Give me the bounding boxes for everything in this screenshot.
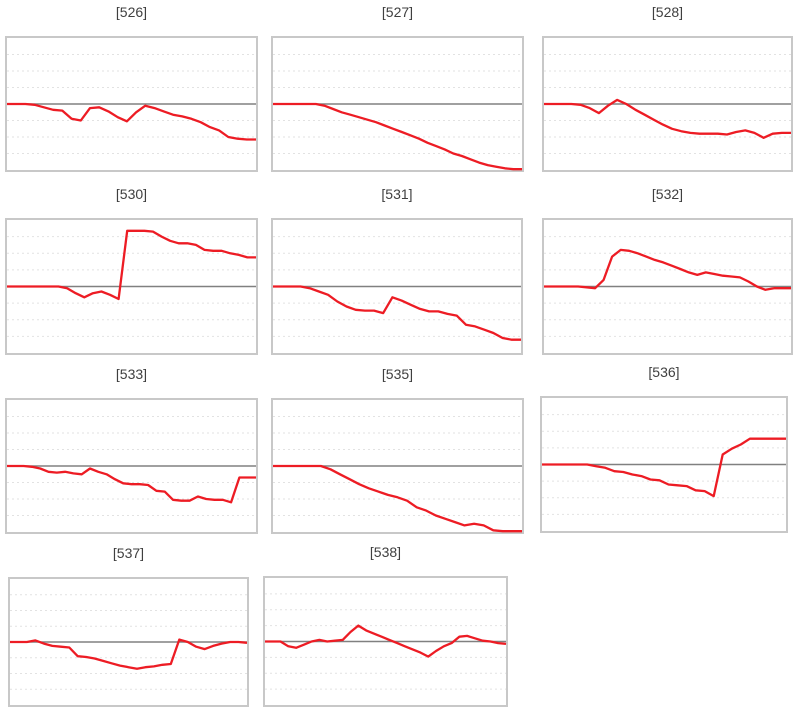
sparkline-chart-533 <box>5 398 258 534</box>
line-chart-canvas-527 <box>273 54 522 171</box>
chart-title-533: [533] <box>115 366 148 382</box>
data-line-536 <box>542 437 786 498</box>
data-line-528 <box>544 98 791 139</box>
chart-title-535: [535] <box>381 366 414 382</box>
chart-title-536: [536] <box>648 364 680 380</box>
sparkline-chart-527 <box>271 36 524 172</box>
line-chart-canvas-536 <box>542 414 786 515</box>
chart-title-526: [526] <box>115 4 148 20</box>
data-line-527 <box>273 102 522 171</box>
line-chart-canvas-530 <box>7 229 256 337</box>
chart-title-527: [527] <box>381 4 414 20</box>
line-chart-canvas-526 <box>7 54 256 154</box>
chart-title-528: [528] <box>651 4 684 20</box>
sparkline-chart-528 <box>542 36 793 172</box>
sparkline-chart-537 <box>8 577 249 707</box>
sparkline-chart-538 <box>263 576 508 707</box>
line-chart-canvas-532 <box>544 236 791 337</box>
data-line-532 <box>544 248 791 291</box>
sparkline-chart-526 <box>5 36 258 172</box>
chart-title-537: [537] <box>112 545 145 561</box>
chart-title-530: [530] <box>115 186 148 202</box>
line-chart-canvas-533 <box>7 416 256 516</box>
line-chart-canvas-537 <box>10 594 248 690</box>
chart-title-531: [531] <box>381 186 413 202</box>
line-chart-canvas-538 <box>265 593 507 690</box>
data-line-531 <box>273 285 521 341</box>
sparkline-chart-532 <box>542 218 793 355</box>
sparkline-chart-536 <box>540 396 788 533</box>
line-chart-canvas-528 <box>544 54 791 154</box>
sparkline-chart-535 <box>271 398 524 534</box>
data-line-530 <box>7 229 256 301</box>
chart-title-532: [532] <box>651 186 684 202</box>
data-line-537 <box>10 638 248 670</box>
line-chart-canvas-535 <box>273 416 522 533</box>
line-chart-canvas-531 <box>273 236 521 341</box>
sparkline-chart-531 <box>271 218 523 355</box>
data-line-526 <box>7 102 256 141</box>
data-line-538 <box>265 624 507 658</box>
data-line-535 <box>273 464 522 533</box>
sparkline-chart-530 <box>5 218 258 355</box>
chart-title-538: [538] <box>369 544 402 560</box>
data-line-533 <box>7 464 256 504</box>
